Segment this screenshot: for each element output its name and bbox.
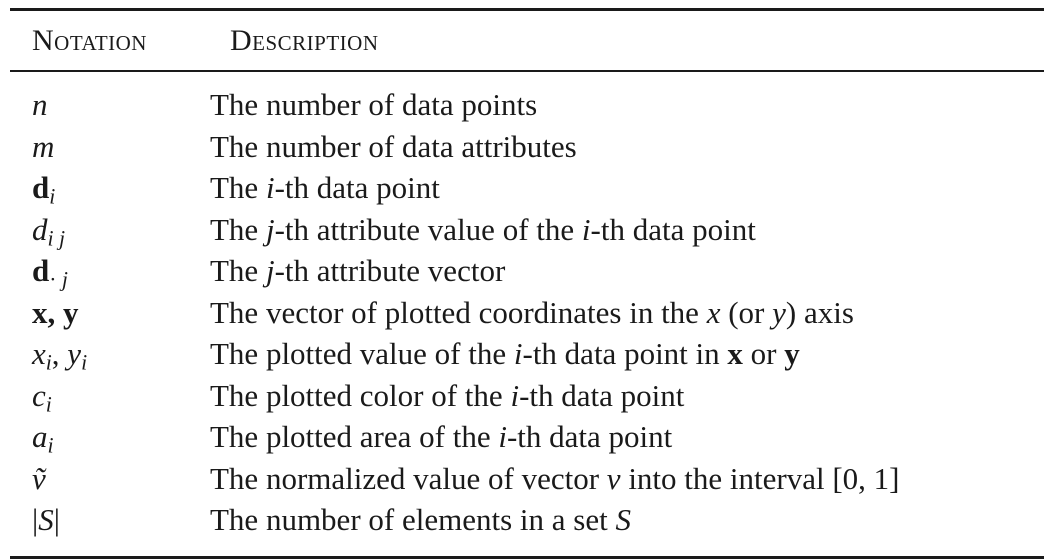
header-description: Description: [230, 23, 379, 57]
description-cell: The plotted color of the i-th data point: [210, 377, 685, 413]
notation-cell: di j: [32, 211, 65, 250]
notation-cell: m: [32, 128, 55, 164]
notation-cell: n: [32, 87, 48, 122]
top-rule: [10, 8, 1044, 11]
table-row: ai The plotted area of the i-th data poi…: [10, 416, 1044, 458]
description-cell: The number of elements in a set S: [210, 502, 631, 537]
description-cell: The plotted area of the i-th data point: [210, 419, 673, 454]
notation-cell: |S|: [32, 502, 60, 537]
table-header: Notation Description: [10, 11, 1044, 70]
table-body: n The number of data points m The number…: [10, 72, 1044, 556]
description-cell: The plotted value of the i-th data point…: [210, 336, 800, 371]
table-row: d· j The j-th attribute vector: [10, 250, 1044, 292]
table-row: n The number of data points: [10, 84, 1044, 126]
notation-table: Notation Description n The number of dat…: [10, 8, 1044, 559]
table-row: |S| The number of elements in a set S: [10, 499, 1044, 541]
description-cell: The j-th attribute value of the i-th dat…: [210, 211, 756, 247]
bottom-rule: [10, 555, 1044, 559]
notation-cell: ai: [32, 419, 54, 458]
table-row: xi, yi The plotted value of the i-th dat…: [10, 333, 1044, 375]
notation-cell: di: [32, 170, 56, 209]
table-row: di j The j-th attribute value of the i-t…: [10, 209, 1044, 251]
description-cell: The j-th attribute vector: [210, 253, 506, 288]
table-row: ṽ The normalized value of vector v into …: [10, 458, 1044, 500]
notation-cell: ṽ: [32, 460, 46, 496]
description-cell: The number of data attributes: [210, 128, 577, 164]
notation-cell: d· j: [32, 253, 68, 292]
description-cell: The i-th data point: [210, 170, 440, 205]
description-cell: The vector of plotted coordinates in the…: [210, 294, 854, 330]
notation-cell: x, y: [32, 294, 79, 330]
header-rule: [10, 70, 1044, 72]
table-row: m The number of data attributes: [10, 126, 1044, 168]
notation-cell: xi, yi: [32, 336, 88, 375]
table-row: x, y The vector of plotted coordinates i…: [10, 292, 1044, 334]
notation-cell: ci: [32, 377, 52, 416]
header-notation: Notation: [32, 23, 147, 57]
description-cell: The number of data points: [210, 87, 538, 122]
table-row: ci The plotted color of the i-th data po…: [10, 375, 1044, 417]
description-cell: The normalized value of vector v into th…: [210, 460, 900, 496]
table-row: di The i-th data point: [10, 167, 1044, 209]
